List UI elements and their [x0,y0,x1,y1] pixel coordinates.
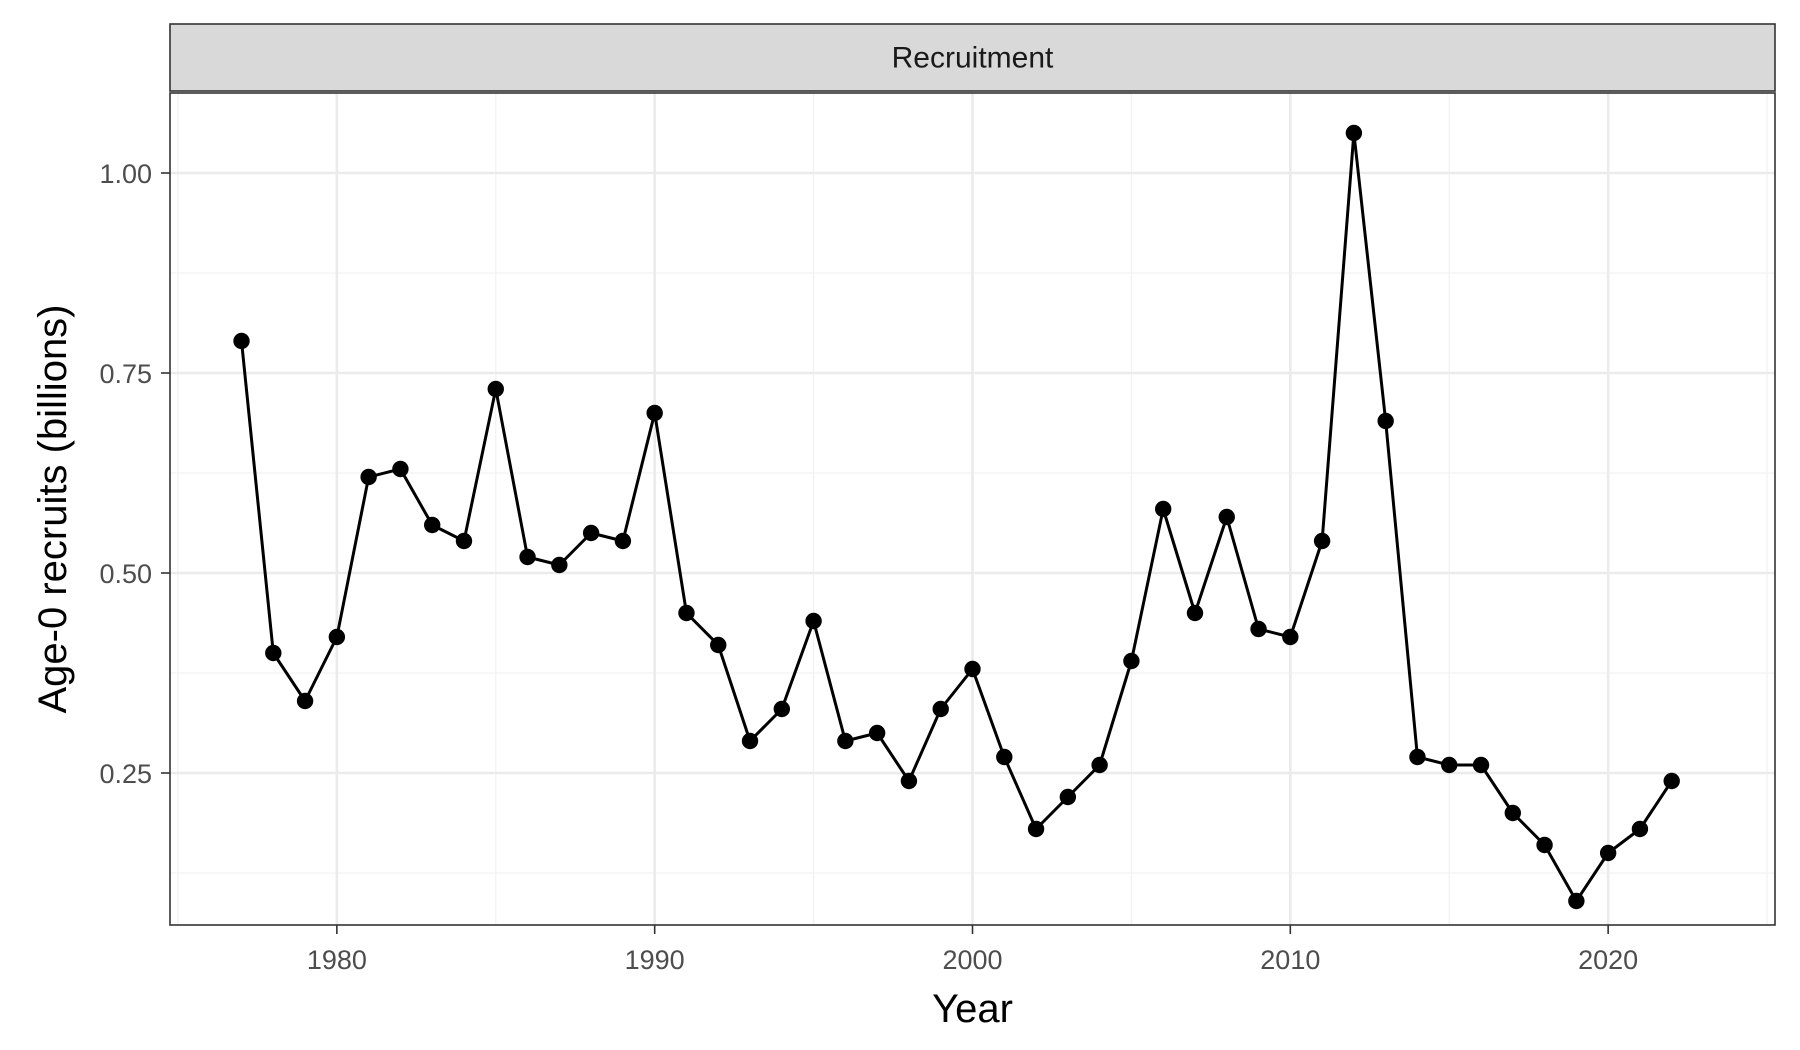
data-point [932,700,949,718]
series-line [240,131,1673,903]
facet-strip [169,23,1776,92]
data-point [1472,756,1490,774]
data-point [678,604,695,622]
data-point [1123,652,1140,670]
data-point [582,524,600,542]
data-point [710,636,727,654]
data-point [741,732,759,750]
data-point [233,332,250,350]
data-point [1663,772,1680,790]
data-point [1186,604,1204,622]
series-layer [233,124,1680,910]
data-point [296,692,314,710]
data-point [1568,892,1585,910]
grid-major [170,93,1775,925]
data-point [455,532,473,550]
data-point [551,556,568,574]
data-point [1377,412,1394,430]
data-point [328,628,346,646]
data-point [1504,804,1521,822]
data-point [265,644,282,662]
data-point [646,404,663,422]
data-point [1250,620,1267,638]
y-tick-label: 1.00 [99,159,152,189]
y-tick-label: 0.75 [99,359,152,389]
data-point [1027,820,1045,838]
data-point [1345,124,1363,142]
x-axis: 1980 1990 2000 2010 2020 [307,925,1638,975]
data-point [900,772,918,790]
data-point [964,660,981,678]
data-point [519,548,536,566]
data-point [868,724,886,742]
data-point [1091,756,1108,774]
data-point [424,516,441,534]
data-point [1218,508,1235,526]
data-point [1536,836,1553,854]
x-tick-label: 1980 [307,945,367,975]
x-tick-label: 1990 [625,945,685,975]
y-axis: 0.25 0.50 0.75 1.00 [99,159,170,789]
data-point [837,732,854,750]
data-point [1313,532,1331,550]
y-axis-title: Age-0 recruits (billions) [31,304,75,713]
y-tick-label: 0.50 [99,559,152,589]
x-tick-label: 2010 [1260,945,1320,975]
data-point [392,460,409,478]
x-tick-label: 2020 [1578,945,1638,975]
data-point [773,700,791,718]
data-point [360,468,377,486]
data-point [1282,628,1299,646]
data-point [1154,500,1172,518]
data-point [1599,844,1617,862]
data-point [487,380,504,398]
data-point [614,532,632,550]
x-axis-title: Year [932,987,1013,1031]
data-point [1441,756,1458,774]
facet-strip-label: Recruitment [892,42,1054,75]
data-point [1409,748,1426,766]
data-point [1059,788,1077,806]
data-point [1631,820,1649,838]
data-point [805,612,822,630]
y-tick-label: 0.25 [99,759,152,789]
x-tick-label: 2000 [942,945,1002,975]
data-point [996,748,1013,766]
